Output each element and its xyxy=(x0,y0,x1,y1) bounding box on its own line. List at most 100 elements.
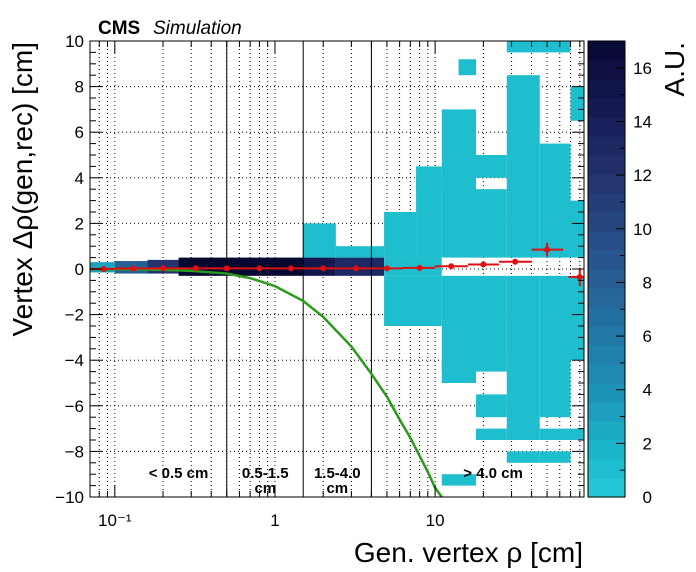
palette-tick-label: 12 xyxy=(633,166,652,185)
y-tick-label: 6 xyxy=(75,123,84,142)
profile-point xyxy=(160,265,167,272)
palette-step xyxy=(588,250,625,270)
profile-point xyxy=(288,265,295,272)
palette-step xyxy=(588,383,625,403)
palette-tick-label: 4 xyxy=(643,381,652,400)
y-tick-label: −2 xyxy=(65,306,84,325)
palette-tick-label: 0 xyxy=(643,488,652,507)
profile-point xyxy=(576,273,583,280)
palette-step xyxy=(588,136,625,156)
profile-point xyxy=(480,261,487,268)
x-axis-title: Gen. vertex ρ [cm] xyxy=(354,537,583,568)
profile-point xyxy=(223,265,230,272)
x-tick-label: 1 xyxy=(270,511,279,530)
profile-point xyxy=(544,246,551,253)
y-tick-label: 2 xyxy=(75,214,84,233)
profile-point xyxy=(130,265,137,272)
heatmap-cell xyxy=(384,212,417,258)
palette-step xyxy=(588,326,625,346)
palette-step xyxy=(588,402,625,422)
heatmap-cell xyxy=(506,275,540,440)
palette-tick-label: 6 xyxy=(643,327,652,346)
palette-step xyxy=(588,345,625,365)
palette-step xyxy=(588,269,625,289)
heatmap-cell xyxy=(476,189,507,258)
profile-point xyxy=(256,265,263,272)
x-tick-label: 10 xyxy=(426,511,445,530)
heatmap-cell xyxy=(303,257,336,276)
palette-step xyxy=(588,459,625,479)
heatmap-cell xyxy=(506,451,540,463)
palette-step xyxy=(588,440,625,460)
heatmap-cell xyxy=(335,246,385,258)
region-label: cm xyxy=(254,480,276,497)
palette-step xyxy=(588,478,625,498)
profile-point xyxy=(383,265,390,272)
palette-step xyxy=(588,98,625,118)
region-label: < 0.5 cm xyxy=(149,465,209,482)
palette-step xyxy=(588,155,625,175)
z-axis-title: A.U. xyxy=(659,42,690,96)
palette-tick-label: 8 xyxy=(643,273,652,292)
heatmap-cell xyxy=(570,275,584,361)
heatmap-cell xyxy=(570,200,584,258)
palette-step xyxy=(588,79,625,99)
simulation-label: Simulation xyxy=(153,18,242,39)
color-palette: 0 2 4 6 8 10 12 14 16 xyxy=(587,40,652,507)
region-label: 1.5-4.0 xyxy=(314,465,361,482)
heatmap-cell xyxy=(441,360,477,372)
palette-tick-label: 16 xyxy=(633,59,652,78)
y-tick-label: −6 xyxy=(65,397,84,416)
heatmap-cell xyxy=(416,177,442,190)
palette-step xyxy=(588,307,625,327)
region-label: 0.5-1.5 xyxy=(242,465,289,482)
heatmap-cell xyxy=(539,451,571,463)
profile-points xyxy=(90,242,584,287)
y-tick-label: −4 xyxy=(65,351,84,370)
heatmap-cell xyxy=(384,275,442,326)
heatmap-cell xyxy=(570,428,584,440)
heatmap-cell xyxy=(335,257,385,276)
heatmap-cell xyxy=(506,75,540,258)
region-label: > 4.0 cm xyxy=(463,465,523,482)
heatmap-cell xyxy=(476,275,507,372)
heatmap-cell xyxy=(384,257,442,276)
heatmap-cell xyxy=(476,394,507,418)
palette-step xyxy=(588,231,625,251)
profile-point xyxy=(192,265,199,272)
palette-frame xyxy=(587,40,626,498)
palette-step xyxy=(588,193,625,213)
heatmap-cell xyxy=(570,86,584,121)
profile-point xyxy=(448,263,455,270)
profile-point xyxy=(100,266,107,272)
palette-tick-label: 2 xyxy=(643,434,652,453)
heatmap-cell xyxy=(303,223,336,258)
heatmap-cell xyxy=(476,155,507,178)
profile-point xyxy=(416,264,423,271)
palette-tick-label: 10 xyxy=(633,220,652,239)
experiment-label: CMS xyxy=(98,18,140,39)
y-tick-label: 0 xyxy=(75,260,84,279)
heatmap-cell xyxy=(539,428,571,440)
heatmap-cells xyxy=(90,41,584,486)
y-tick-label: −8 xyxy=(65,442,84,461)
heatmap-cell xyxy=(476,428,507,440)
y-tick-label: 8 xyxy=(75,78,84,97)
palette-step xyxy=(588,421,625,441)
profile-point xyxy=(352,265,359,272)
palette-step xyxy=(588,117,625,137)
palette-step xyxy=(588,212,625,232)
heatmap-cell xyxy=(539,41,571,53)
profile-point xyxy=(512,258,519,265)
palette-step xyxy=(588,174,625,194)
y-tick-label: −10 xyxy=(55,488,84,507)
profile-point xyxy=(320,265,327,272)
region-label: cm xyxy=(326,480,348,497)
heatmap-cell xyxy=(506,41,540,53)
heatmap-cell xyxy=(458,59,477,76)
y-tick-label: 10 xyxy=(65,32,84,51)
heatmap-cell xyxy=(539,143,571,258)
x-tick-label: 10⁻¹ xyxy=(98,511,132,530)
y-tick-label: 4 xyxy=(75,169,84,188)
